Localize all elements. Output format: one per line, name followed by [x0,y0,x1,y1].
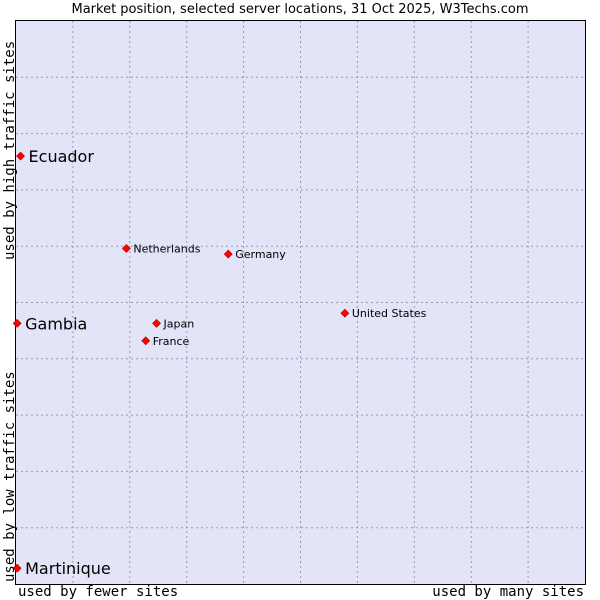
chart-title: Market position, selected server locatio… [71,2,529,17]
data-label-ecuador: Ecuador [29,147,95,166]
data-point-france [141,336,151,346]
data-point-united-states [340,308,350,318]
data-label-martinique: Martinique [25,559,111,578]
data-point-ecuador [16,151,25,161]
y-axis-label-bottom: used by low traffic sites [2,371,18,582]
data-point-netherlands [121,244,131,253]
data-point-germany [223,249,233,259]
x-axis-label-left: used by fewer sites [18,584,179,600]
data-label-japan: Japan [163,317,195,330]
data-label-netherlands: Netherlands [133,242,200,255]
data-point-gambia [12,318,22,328]
data-label-france: France [153,335,190,348]
data-label-gambia: Gambia [25,314,87,333]
data-point-japan [152,318,161,328]
data-label-germany: Germany [235,248,286,261]
y-axis-label-top: used by high traffic sites [2,40,18,260]
data-label-united-states: United States [352,307,427,320]
x-axis-label-right: used by many sites [432,584,584,600]
data-point-martinique [12,563,22,573]
